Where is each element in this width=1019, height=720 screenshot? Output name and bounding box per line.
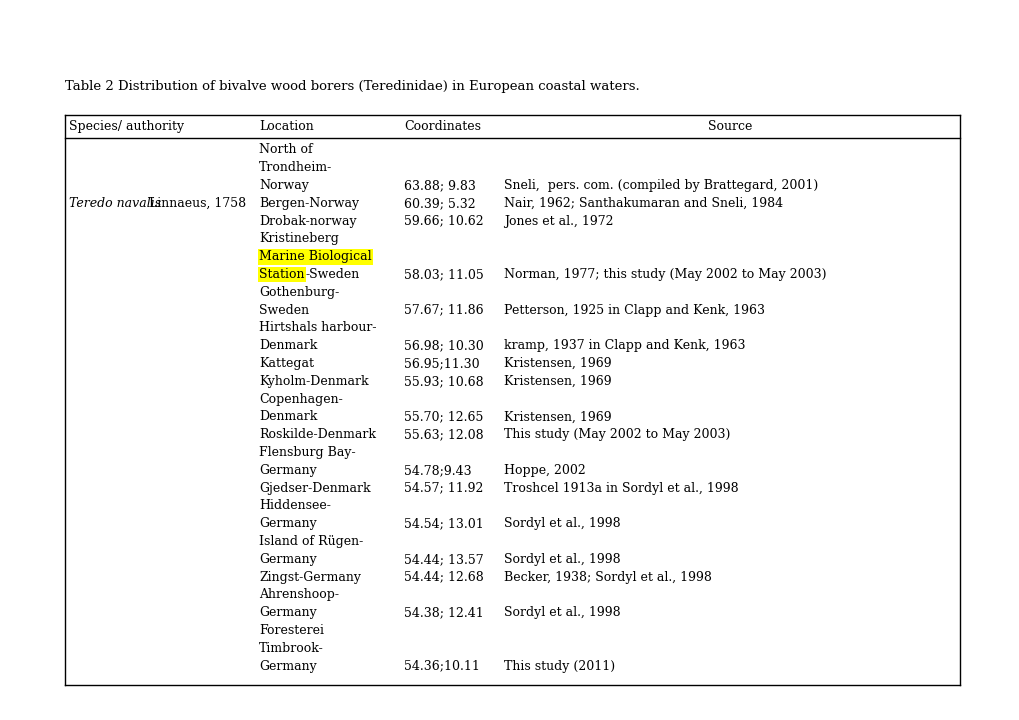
Text: Gothenburg-: Gothenburg-	[259, 286, 339, 299]
Text: Kattegat: Kattegat	[259, 357, 314, 370]
Text: 55.70; 12.65: 55.70; 12.65	[404, 410, 483, 423]
Text: -Sweden: -Sweden	[306, 268, 360, 281]
Text: Copenhagen-: Copenhagen-	[259, 392, 342, 405]
Text: Station: Station	[259, 268, 305, 281]
Text: Germany: Germany	[259, 517, 317, 530]
Text: Sneli,  pers. com. (compiled by Brattegard, 2001): Sneli, pers. com. (compiled by Brattegar…	[503, 179, 817, 192]
Text: Location: Location	[259, 120, 314, 133]
Text: Germany: Germany	[259, 606, 317, 619]
Text: Germany: Germany	[259, 553, 317, 566]
Text: Germany: Germany	[259, 464, 317, 477]
Text: Drobak-norway: Drobak-norway	[259, 215, 357, 228]
Text: Petterson, 1925 in Clapp and Kenk, 1963: Petterson, 1925 in Clapp and Kenk, 1963	[503, 304, 764, 317]
Text: Kristensen, 1969: Kristensen, 1969	[503, 410, 611, 423]
Text: 54.54; 13.01: 54.54; 13.01	[404, 517, 483, 530]
Text: 54.78;9.43: 54.78;9.43	[404, 464, 471, 477]
Text: Trondheim-: Trondheim-	[259, 161, 332, 174]
Text: Troshcel 1913a in Sordyl et al., 1998: Troshcel 1913a in Sordyl et al., 1998	[503, 482, 738, 495]
Text: Flensburg Bay-: Flensburg Bay-	[259, 446, 356, 459]
Text: Kristensen, 1969: Kristensen, 1969	[503, 375, 611, 388]
Text: Source: Source	[707, 120, 751, 133]
Text: Hoppe, 2002: Hoppe, 2002	[503, 464, 585, 477]
Text: Timbrook-: Timbrook-	[259, 642, 323, 655]
Text: Jones et al., 1972: Jones et al., 1972	[503, 215, 612, 228]
Text: 55.63; 12.08: 55.63; 12.08	[404, 428, 483, 441]
Text: Nair, 1962; Santhakumaran and Sneli, 1984: Nair, 1962; Santhakumaran and Sneli, 198…	[503, 197, 783, 210]
Text: Ahrenshoop-: Ahrenshoop-	[259, 588, 338, 601]
Text: Sordyl et al., 1998: Sordyl et al., 1998	[503, 606, 620, 619]
Text: kramp, 1937 in Clapp and Kenk, 1963: kramp, 1937 in Clapp and Kenk, 1963	[503, 339, 745, 352]
Text: Teredo navalis: Teredo navalis	[69, 197, 161, 210]
Text: 57.67; 11.86: 57.67; 11.86	[404, 304, 483, 317]
Text: Sordyl et al., 1998: Sordyl et al., 1998	[503, 553, 620, 566]
Text: 59.66; 10.62: 59.66; 10.62	[404, 215, 483, 228]
Text: 54.44; 13.57: 54.44; 13.57	[404, 553, 483, 566]
Text: Island of Rügen-: Island of Rügen-	[259, 535, 363, 548]
Text: Table 2 Distribution of bivalve wood borers (Teredinidae) in European coastal wa: Table 2 Distribution of bivalve wood bor…	[65, 80, 639, 93]
Text: Norway: Norway	[259, 179, 309, 192]
Text: Becker, 1938; Sordyl et al., 1998: Becker, 1938; Sordyl et al., 1998	[503, 571, 711, 584]
Text: Foresterei: Foresterei	[259, 624, 324, 637]
Text: Kyholm-Denmark: Kyholm-Denmark	[259, 375, 368, 388]
Text: Bergen-Norway: Bergen-Norway	[259, 197, 359, 210]
Text: This study (2011): This study (2011)	[503, 660, 614, 672]
Text: Denmark: Denmark	[259, 410, 317, 423]
Text: Germany: Germany	[259, 660, 317, 672]
Text: 54.57; 11.92: 54.57; 11.92	[404, 482, 483, 495]
Text: Denmark: Denmark	[259, 339, 317, 352]
Text: 58.03; 11.05: 58.03; 11.05	[404, 268, 483, 281]
Text: 54.38; 12.41: 54.38; 12.41	[404, 606, 483, 619]
Text: 54.44; 12.68: 54.44; 12.68	[404, 571, 483, 584]
Text: Kristensen, 1969: Kristensen, 1969	[503, 357, 611, 370]
Text: This study (May 2002 to May 2003): This study (May 2002 to May 2003)	[503, 428, 730, 441]
Text: Kristineberg: Kristineberg	[259, 233, 338, 246]
Text: 63.88; 9.83: 63.88; 9.83	[404, 179, 476, 192]
Text: 56.98; 10.30: 56.98; 10.30	[404, 339, 483, 352]
Text: North of: North of	[259, 143, 312, 156]
Text: Zingst-Germany: Zingst-Germany	[259, 571, 361, 584]
Text: 60.39; 5.32: 60.39; 5.32	[404, 197, 475, 210]
Text: Marine Biological: Marine Biological	[259, 251, 371, 264]
Text: Linnaeus, 1758: Linnaeus, 1758	[145, 197, 246, 210]
Text: 56.95;11.30: 56.95;11.30	[404, 357, 479, 370]
Text: 54.36;10.11: 54.36;10.11	[404, 660, 479, 672]
Text: Gjedser-Denmark: Gjedser-Denmark	[259, 482, 370, 495]
Text: Species/ authority: Species/ authority	[69, 120, 184, 133]
Text: Coordinates: Coordinates	[404, 120, 481, 133]
Text: Norman, 1977; this study (May 2002 to May 2003): Norman, 1977; this study (May 2002 to Ma…	[503, 268, 825, 281]
Text: Sweden: Sweden	[259, 304, 309, 317]
Text: Roskilde-Denmark: Roskilde-Denmark	[259, 428, 376, 441]
Text: 55.93; 10.68: 55.93; 10.68	[404, 375, 483, 388]
Text: Sordyl et al., 1998: Sordyl et al., 1998	[503, 517, 620, 530]
Text: Hiddensee-: Hiddensee-	[259, 500, 330, 513]
Text: Hirtshals harbour-: Hirtshals harbour-	[259, 321, 376, 334]
